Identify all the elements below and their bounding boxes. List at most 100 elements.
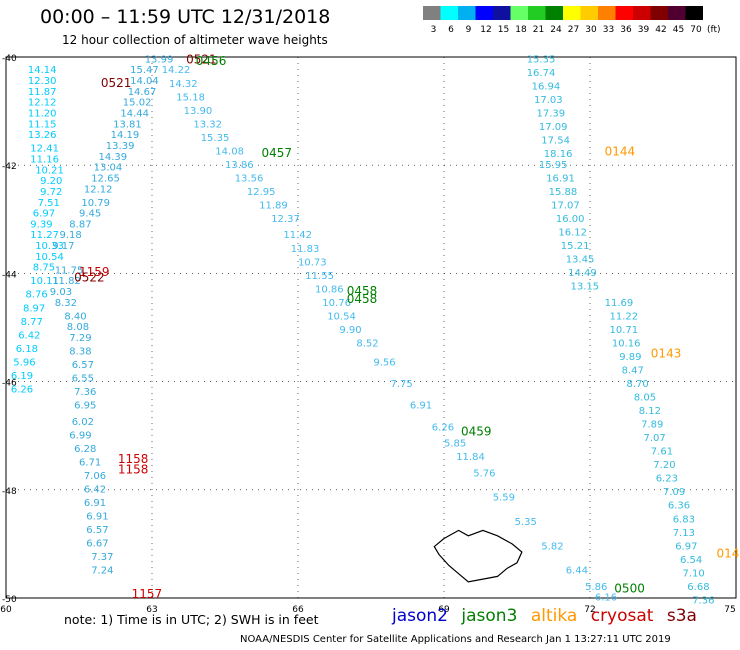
wave-height-label: 8.87 — [69, 219, 91, 230]
wave-height-label: 16.12 — [558, 228, 587, 239]
page-title: 00:00 – 11:59 UTC 12/31/2018 — [40, 6, 331, 28]
wave-height-label: 13.90 — [184, 106, 213, 117]
pass-time-label: 0458 — [347, 292, 378, 306]
wave-height-label: 10.54 — [35, 252, 64, 263]
wave-height-label: 6.55 — [72, 374, 94, 385]
wave-height-label: 15.35 — [527, 54, 556, 65]
color-swatch — [545, 6, 563, 20]
wave-height-label: 7.07 — [644, 433, 666, 444]
wave-height-label: 12.65 — [91, 173, 120, 184]
pass-time-label: 0457 — [262, 146, 293, 160]
pass-time-label: 014 — [717, 546, 740, 560]
wave-height-label: 11.89 — [259, 201, 288, 212]
wave-height-label: 6.42 — [18, 330, 40, 341]
wave-height-label: 11.55 — [305, 271, 334, 282]
pass-time-label: 0144 — [605, 145, 636, 159]
wave-height-label: 15.95 — [539, 160, 568, 171]
color-scale-tick: 39 — [638, 25, 650, 35]
wave-height-label: 17.39 — [537, 109, 566, 120]
wave-height-label: 8.12 — [639, 406, 661, 417]
wave-height-label: 12.37 — [271, 214, 300, 225]
wave-height-label: 11.16 — [30, 155, 59, 166]
wave-height-label: 8.38 — [69, 347, 91, 358]
wave-height-label: 8.76 — [26, 290, 48, 301]
wave-height-label: 12.12 — [84, 184, 113, 195]
wave-height-label: 7.20 — [653, 460, 675, 471]
color-swatch — [685, 6, 703, 20]
credit-line: NOAA/NESDIS Center for Satellite Applica… — [240, 634, 671, 645]
wave-height-label: 5.59 — [493, 493, 515, 504]
wave-height-label: 8.70 — [627, 379, 649, 390]
lat-tick-label: -50 — [2, 595, 17, 605]
wave-height-label: 6.67 — [86, 539, 108, 550]
wave-height-label: 8.52 — [356, 338, 378, 349]
pass-time-label: 0143 — [651, 346, 682, 360]
pass-time-label: 0521 — [186, 53, 217, 67]
wave-height-label: 6.02 — [72, 417, 94, 428]
wave-height-label: 11.83 — [291, 244, 320, 255]
color-swatch — [615, 6, 633, 20]
lon-tick-label: 69 — [438, 605, 450, 615]
wave-height-label: 11.87 — [28, 87, 57, 98]
wave-height-label: 11.69 — [605, 298, 634, 309]
pass-time-label: 0521 — [101, 76, 132, 90]
wave-height-label: 6.23 — [656, 474, 678, 485]
wave-height-label: 12.95 — [247, 187, 276, 198]
color-swatch — [510, 6, 528, 20]
wave-height-label: 17.09 — [539, 122, 568, 133]
footer-note: note: 1) Time is in UTC; 2) SWH is in fe… — [64, 612, 319, 627]
wave-height-label: 6.54 — [680, 555, 702, 566]
wave-height-label: 6.97 — [33, 209, 55, 220]
wave-height-label: 11.27 — [30, 230, 59, 241]
lat-tick-label: -44 — [2, 270, 17, 280]
wave-height-label: 13.81 — [113, 119, 142, 130]
color-swatch — [563, 6, 581, 20]
wave-height-label: 6.36 — [668, 501, 690, 512]
wave-height-label: 6.99 — [69, 430, 91, 441]
color-scale-unit: (ft) — [707, 25, 721, 35]
wave-height-label: 15.47 — [130, 65, 159, 76]
wave-height-label: 6.83 — [673, 514, 695, 525]
wave-height-label: 9.89 — [619, 352, 641, 363]
wave-height-label: 6.26 — [432, 422, 454, 433]
wave-height-label: 6.57 — [86, 525, 108, 536]
wave-height-label: 8.08 — [67, 322, 89, 333]
wave-height-label: 15.21 — [561, 241, 590, 252]
color-swatch — [668, 6, 686, 20]
satellite-legend: jason2 jason3 altika cryosat s3a — [392, 606, 705, 626]
color-swatch — [633, 6, 651, 20]
lat-tick-label: -40 — [2, 54, 17, 64]
color-scale-tick: 24 — [550, 25, 562, 35]
wave-height-label: 7.75 — [391, 379, 413, 390]
wave-height-label: 6.68 — [687, 582, 709, 593]
color-scale-tick: 15 — [498, 25, 509, 35]
wave-height-label: 6.18 — [16, 344, 38, 355]
wave-height-label: 11.15 — [28, 119, 57, 130]
wave-height-label: 10.86 — [315, 284, 344, 295]
legend-s3a: s3a — [666, 606, 697, 626]
pass-time-label: 1158 — [118, 463, 149, 477]
color-swatch — [440, 6, 458, 20]
wave-height-label: 15.02 — [123, 98, 152, 109]
wave-height-label: 9.18 — [60, 230, 82, 241]
wave-height-label: 9.72 — [40, 187, 62, 198]
lon-tick-label: 75 — [724, 605, 735, 615]
wave-height-label: 13.04 — [94, 163, 123, 174]
pass-time-label: 1158 — [118, 452, 149, 466]
wave-height-label: 6.97 — [675, 541, 697, 552]
wave-height-label: 8.47 — [622, 366, 644, 377]
color-scale-tick: 36 — [620, 25, 632, 35]
wave-height-label: 6.91 — [86, 512, 108, 523]
wave-height-label: 5.35 — [515, 517, 537, 528]
wave-height-label: 13.45 — [566, 255, 595, 266]
lon-tick-label: 63 — [146, 605, 157, 615]
pass-time-label: 0458 — [347, 284, 378, 298]
color-swatch — [580, 6, 598, 20]
color-scale-tick: 21 — [533, 25, 544, 35]
wave-height-label: 13.15 — [571, 282, 600, 293]
wave-height-label: 6.19 — [11, 371, 33, 382]
color-scale-tick: 30 — [585, 25, 597, 35]
wave-height-label: 10.73 — [298, 257, 327, 268]
pass-time-label: 0456 — [196, 54, 227, 68]
